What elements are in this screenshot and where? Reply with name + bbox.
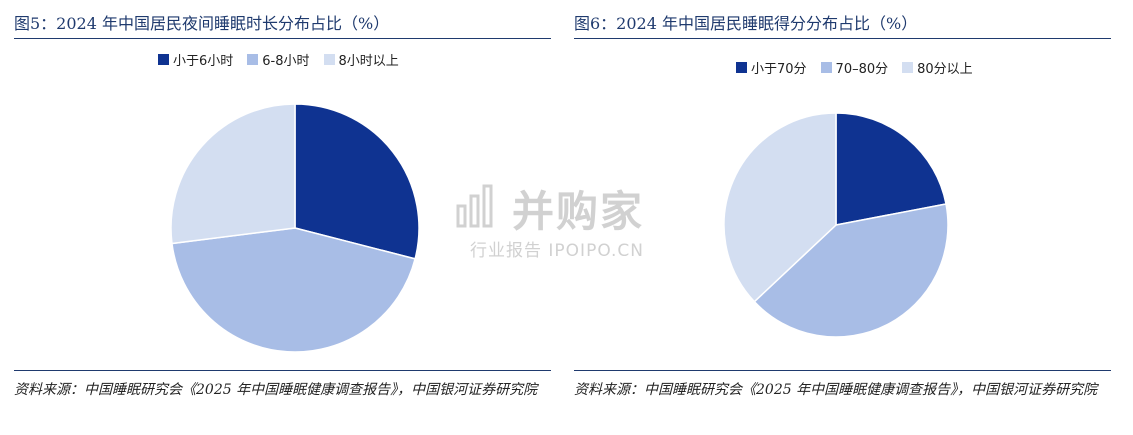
figure-5-title: 图5：2024 年中国居民夜间睡眠时长分布占比（%）: [14, 14, 390, 33]
legend-swatch: [158, 54, 169, 65]
legend-item-70-80: 70–80分: [820, 58, 889, 77]
legend-swatch: [736, 62, 747, 73]
legend-item-over-8h: 8小时以上: [323, 50, 399, 69]
legend-swatch: [323, 54, 335, 65]
figure-6-pie-chart: [723, 112, 949, 338]
legend-label: 8小时以上: [338, 54, 399, 69]
figure-5-bottom-rule: [14, 370, 551, 371]
pie-slice-3: [723, 112, 837, 303]
figure-5-panel: 图5：2024 年中国居民夜间睡眠时长分布占比（%） 小于6小时 6-8小时 8…: [14, 0, 551, 435]
legend-label: 小于6小时: [173, 54, 234, 69]
figure-6-bottom-rule: [574, 370, 1111, 371]
figure-5-source: 资料来源：中国睡眠研究会《2025 年中国睡眠健康调查报告》，中国银河证券研究院: [14, 382, 538, 398]
figure-6-panel: 图6：2024 年中国居民睡眠得分分布占比（%） 小于70分 70–80分 80…: [574, 0, 1111, 435]
legend-label: 小于70分: [751, 62, 807, 77]
legend-item-under-70: 小于70分: [736, 58, 807, 77]
legend-label: 70–80分: [835, 62, 889, 77]
figure-6-title: 图6：2024 年中国居民睡眠得分分布占比（%）: [574, 14, 918, 33]
figure-5-pie-chart: [170, 103, 420, 353]
legend-label: 80分以上: [917, 62, 973, 77]
legend-item-over-80: 80分以上: [902, 58, 973, 77]
legend-swatch: [820, 62, 832, 73]
figure-5-legend: 小于6小时 6-8小时 8小时以上: [158, 50, 399, 69]
figure-6-legend: 小于70分 70–80分 80分以上: [736, 58, 973, 77]
pie-slice-1: [835, 112, 947, 226]
legend-label: 6-8小时: [262, 54, 310, 69]
pie-slice-2: [753, 203, 949, 338]
legend-swatch: [247, 54, 259, 65]
legend-item-under-6h: 小于6小时: [158, 50, 233, 69]
figure-6-top-rule: [574, 38, 1111, 39]
pie-slice-3: [170, 103, 296, 245]
pie-slice-1: [294, 103, 420, 260]
pie-slice-2: [171, 227, 417, 353]
figure-5-top-rule: [14, 38, 551, 39]
figure-6-source: 资料来源：中国睡眠研究会《2025 年中国睡眠健康调查报告》，中国银河证券研究院: [574, 382, 1098, 398]
legend-item-6-8h: 6-8小时: [247, 50, 310, 69]
legend-swatch: [902, 62, 914, 73]
